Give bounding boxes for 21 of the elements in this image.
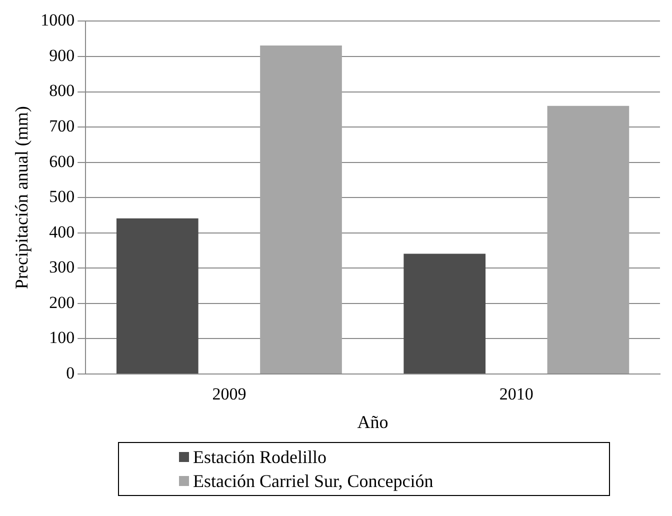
y-tick-label: 100 [49,328,75,348]
y-tick-label: 500 [49,187,75,206]
legend-label: Estación Rodelillo [193,446,326,469]
x-tick-label: 2009 [212,384,246,404]
x-tick-label: 2010 [499,384,534,404]
bar [404,254,486,374]
y-tick-label: 400 [49,222,75,242]
y-tick-label: 0 [66,363,75,382]
y-tick-label: 1000 [40,10,75,30]
y-tick-label: 700 [49,116,75,136]
y-tick-label: 900 [49,46,75,65]
bar [260,46,342,374]
legend-label: Estación Carriel Sur, Concepción [193,470,434,493]
x-axis-title: Año [357,412,388,432]
bar [116,218,198,374]
y-tick-label: 600 [49,152,75,171]
y-tick-label: 800 [49,81,75,100]
y-tick-label: 300 [49,258,75,277]
bar [547,106,630,374]
y-axis-title: Precipitación anual (mm) [12,106,32,290]
y-tick-label: 200 [49,292,75,312]
